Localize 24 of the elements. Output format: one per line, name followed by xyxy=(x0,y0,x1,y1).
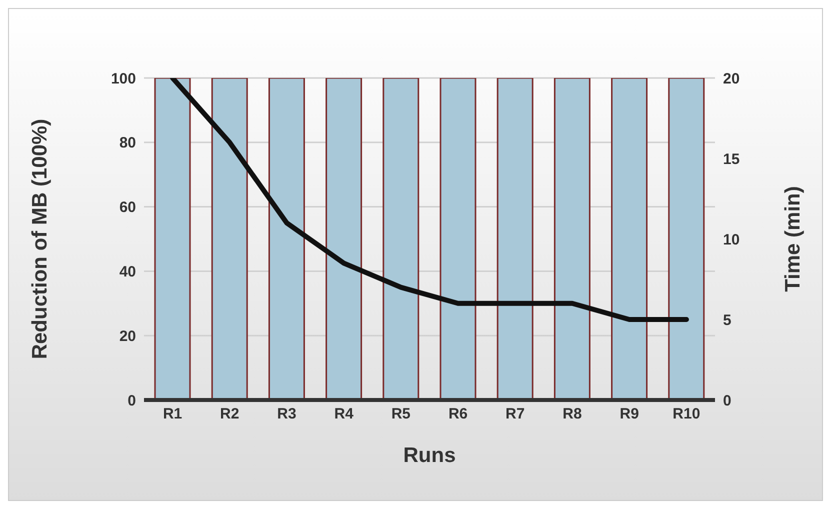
x-tick-label: R6 xyxy=(448,406,468,423)
x-tick-label: R4 xyxy=(334,406,354,423)
y2-tick-label: 15 xyxy=(723,150,740,168)
y2-tick-label: 5 xyxy=(723,312,732,329)
x-tick-label: R1 xyxy=(162,406,182,423)
x-tick-label: R3 xyxy=(277,406,296,423)
y-tick-label: 20 xyxy=(119,328,136,345)
y-tick-label: 60 xyxy=(119,199,136,216)
y-tick-label: 100 xyxy=(110,70,136,88)
y2-tick-label: 10 xyxy=(723,231,740,248)
y2-axis-title: Time (min) xyxy=(781,186,804,292)
y2-tick-label: 0 xyxy=(723,392,732,410)
y-tick-label: 0 xyxy=(128,392,136,410)
y2-tick-label: 20 xyxy=(723,70,740,88)
x-tick-label: R7 xyxy=(506,406,525,423)
x-tick-label: R8 xyxy=(562,406,582,423)
x-tick-label: R2 xyxy=(220,406,240,423)
y-tick-label: 40 xyxy=(119,264,136,281)
x-tick-label: R5 xyxy=(391,406,411,423)
y-tick-label: 80 xyxy=(119,134,136,152)
x-tick-label: R10 xyxy=(672,406,700,423)
x-axis-title: Runs xyxy=(403,444,456,467)
y-axis-title: Reduction of MB (100%) xyxy=(28,118,52,360)
x-tick-label: R9 xyxy=(620,406,639,423)
